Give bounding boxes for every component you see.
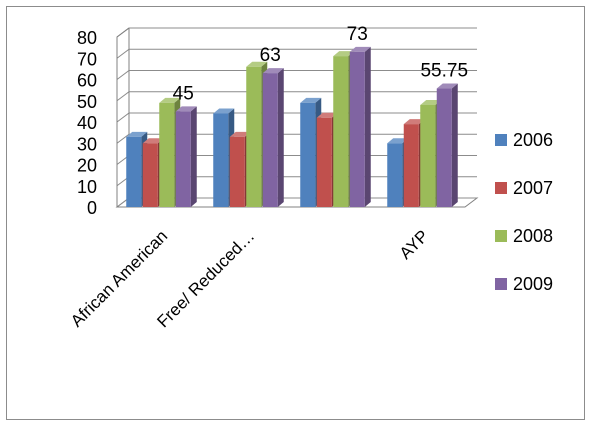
bar-front <box>175 111 191 207</box>
bar-front <box>126 136 142 207</box>
legend-swatch <box>495 230 507 242</box>
bar-front <box>142 143 158 207</box>
bar-front <box>262 73 278 207</box>
gridline <box>116 27 477 38</box>
y-axis <box>116 27 130 207</box>
legend-swatch <box>495 278 507 290</box>
data-label: 73 <box>347 24 368 45</box>
bar-front <box>349 51 365 207</box>
legend-swatch <box>495 134 507 146</box>
bar-top <box>142 138 164 144</box>
bar-front <box>333 56 349 207</box>
data-label: 63 <box>260 45 281 66</box>
bar-front <box>403 124 419 207</box>
bar-side <box>451 83 458 207</box>
y-tick-label: 60 <box>77 71 97 91</box>
bar-front <box>436 88 452 207</box>
y-tick-label: 30 <box>77 134 97 154</box>
bar-top <box>333 51 355 57</box>
bar-top <box>300 97 322 103</box>
bar-front <box>159 102 175 207</box>
y-tick-label: 0 <box>87 198 97 218</box>
y-tick-label: 80 <box>77 28 97 48</box>
bar-top <box>420 100 442 105</box>
bar-side <box>190 106 197 207</box>
chart-frame: 0 10 20 30 40 50 60 70 80 African American Free/ … <box>6 6 585 420</box>
bar-top <box>262 68 284 74</box>
bar-top <box>349 46 371 52</box>
bar-top <box>436 83 458 89</box>
bar-2009-3 <box>436 83 458 207</box>
bar-2009-1 <box>262 68 284 207</box>
data-label: 55.75 <box>420 61 468 82</box>
bar-front <box>213 113 229 207</box>
bar-top <box>126 131 148 137</box>
data-label: 45 <box>173 83 194 104</box>
data-labels: 45 63 73 55.75 <box>173 24 468 105</box>
legend: 2006 2007 2008 2009 <box>495 130 553 294</box>
bar-top <box>175 106 197 112</box>
bar-2009-2 <box>349 46 371 207</box>
bar-top <box>387 138 409 144</box>
gridline <box>116 48 477 59</box>
y-tick-label: 70 <box>77 49 97 69</box>
bar-front <box>420 105 436 207</box>
bar-top <box>316 112 338 118</box>
legend-label: 2006 <box>513 130 553 150</box>
category-label: Free/ Reduced… <box>153 226 258 331</box>
bar-2009-0 <box>175 106 197 207</box>
bar-side <box>277 68 284 207</box>
bar-top <box>229 131 251 137</box>
bar-top <box>403 119 425 125</box>
legend-label: 2007 <box>513 178 553 198</box>
bar-front <box>387 143 403 207</box>
bar-top <box>213 108 235 114</box>
bar-side <box>364 46 371 207</box>
bar-top <box>159 97 181 103</box>
legend-label: 2009 <box>513 274 553 294</box>
chart-bars <box>126 46 458 207</box>
y-tick-label: 20 <box>77 156 97 176</box>
y-tick-label: 40 <box>77 113 97 133</box>
bar-front <box>300 102 316 207</box>
bar-front <box>246 66 262 207</box>
y-tick-label: 50 <box>77 92 97 112</box>
bar-top <box>246 61 268 67</box>
y-tick-label: 10 <box>77 177 97 197</box>
category-label: AYP <box>396 226 433 263</box>
bar-front <box>316 117 332 207</box>
legend-swatch <box>495 182 507 194</box>
legend-label: 2008 <box>513 226 553 246</box>
bar-front <box>229 136 245 207</box>
